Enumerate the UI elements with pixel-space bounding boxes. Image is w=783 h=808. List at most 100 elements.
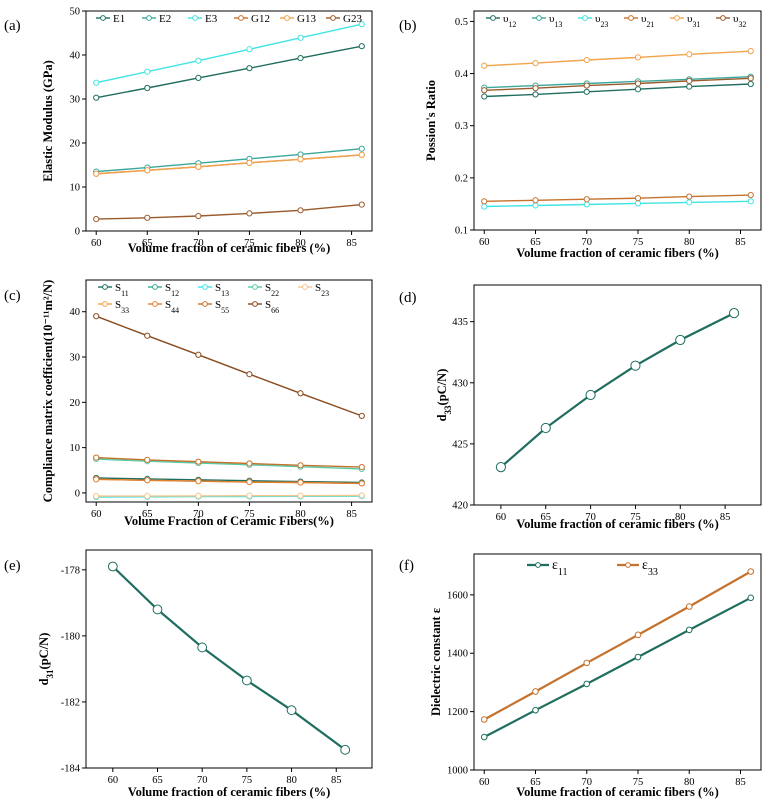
data-point-G23 (246, 210, 253, 217)
data-point-E3 (144, 68, 151, 75)
data-point-υ23 (583, 201, 590, 208)
data-point-υ21 (747, 191, 754, 199)
y-tick-label: 0 (75, 488, 80, 499)
data-point-E2 (358, 145, 365, 152)
x-axis-title: Volume fraction of ceramic fibers (%) (516, 517, 719, 531)
x-tick-label: 65 (541, 512, 552, 523)
legend-label: E3 (205, 13, 218, 25)
data-point-υ23 (747, 198, 754, 205)
x-tick-label: 85 (720, 512, 731, 523)
y-tick-label: 20 (70, 139, 81, 150)
y-tick-label: 425 (452, 439, 468, 450)
data-point-S55 (246, 460, 253, 467)
series-line-S23 (96, 494, 362, 497)
data-point-d33 (495, 462, 507, 473)
data-point-E3 (358, 21, 365, 28)
legend-label: υ13 (549, 13, 562, 29)
data-point-υ21 (583, 196, 590, 203)
x-tick-label: 75 (633, 777, 644, 788)
legend-marker (284, 15, 290, 21)
legend-marker (192, 15, 198, 21)
chart-panel-2: (c) 60 65 70 75 80 85 0 10 20 30 40 Volume Fraction … (4, 279, 373, 528)
series-line-υ13 (484, 76, 751, 89)
data-point-υ12 (634, 86, 642, 93)
data-point-S55 (358, 464, 365, 471)
chart-panel-4: (e) 60 65 70 75 80 85 -184 -182 -180 -178 Volume fr… (4, 549, 373, 799)
y-tick-label: 0.5 (455, 17, 468, 28)
x-axis-title: Volume fraction of ceramic fibers (%) (516, 785, 719, 799)
data-point-G23 (93, 216, 100, 223)
data-point-υ31 (634, 54, 642, 61)
x-tick-label: 80 (286, 775, 297, 786)
x-tick-label: 60 (479, 777, 490, 788)
data-point-υ31 (481, 62, 488, 69)
data-point-d33 (728, 308, 740, 319)
legend-marker (582, 15, 588, 21)
data-point-υ32 (634, 80, 642, 87)
x-tick-label: 75 (630, 512, 641, 523)
x-axis-title: Volume fraction of ceramic fibers (%) (128, 241, 331, 255)
legend-label: υ21 (641, 13, 654, 29)
x-tick-label: 60 (108, 775, 119, 786)
y-tick-label: 0.3 (455, 121, 468, 132)
y-tick-label: 0.1 (455, 226, 468, 237)
data-point-ε11 (634, 653, 642, 661)
data-point-ε33 (532, 688, 539, 695)
data-point-υ31 (747, 48, 754, 55)
chart-panel-3: (d) 60 65 70 75 80 85 420 425 430 435 Volume fracti… (399, 284, 762, 531)
y-tick-label: -178 (61, 565, 80, 576)
data-point-υ31 (532, 60, 539, 67)
data-point-S66 (358, 412, 365, 420)
y-tick-label: 20 (70, 398, 81, 409)
data-point-S23 (144, 493, 151, 500)
data-point-G23 (358, 201, 365, 208)
series-line-ε11 (483, 596, 752, 738)
y-tick-label: 1000 (447, 766, 468, 777)
y-axis-title: d31(pC/N) (37, 633, 55, 686)
data-point-E1 (246, 65, 253, 72)
data-point-υ12 (686, 83, 693, 90)
chart-panel-1: (b) 60 65 70 75 80 85 0.1 0.2 0.3 0.4 0.5 Volume fra… (399, 10, 762, 260)
x-tick-label: 85 (331, 775, 342, 786)
x-tick-label: 75 (244, 509, 255, 520)
y-tick-label: 0.2 (455, 173, 468, 184)
data-point-ε11 (532, 706, 539, 714)
legend-label: υ23 (595, 13, 608, 29)
data-point-G23 (144, 214, 151, 221)
data-point-S44 (246, 478, 253, 486)
panel-label: (a) (4, 18, 21, 34)
plot-frame (473, 10, 762, 231)
legend-marker (628, 15, 634, 21)
panel-label: (d) (399, 290, 417, 306)
plot-frame (85, 549, 373, 769)
legend-label: S13 (215, 282, 229, 298)
series-line-S66 (95, 315, 363, 417)
plot-frame (85, 279, 373, 503)
y-tick-label: 30 (70, 95, 81, 106)
data-point-S23 (93, 493, 100, 500)
legend-label: ε33 (642, 558, 658, 578)
data-point-ε33 (685, 603, 693, 610)
series-line-S22 (96, 458, 362, 470)
legend-marker (202, 284, 208, 290)
series-line-υ32 (484, 77, 751, 91)
data-point-S55 (144, 456, 151, 463)
x-tick-label: 70 (582, 777, 593, 788)
data-point-E3 (246, 46, 253, 53)
x-tick-label: 60 (479, 237, 490, 248)
x-tick-label: 80 (295, 509, 306, 520)
data-point-d33 (675, 334, 686, 346)
y-tick-label: -184 (61, 764, 81, 775)
legend-label: G13 (297, 13, 316, 25)
data-point-ε33 (583, 659, 591, 667)
legend-label: S23 (315, 282, 329, 298)
series-line-υ12 (484, 83, 751, 98)
data-point-G13 (144, 167, 151, 174)
legend-marker (536, 15, 542, 21)
data-point-E3 (297, 34, 304, 41)
series-line-E2 (96, 148, 362, 173)
y-tick-label: -182 (61, 697, 80, 708)
data-point-S66 (93, 313, 100, 320)
series-line-d33 (500, 312, 735, 468)
legend-marker (302, 284, 308, 290)
